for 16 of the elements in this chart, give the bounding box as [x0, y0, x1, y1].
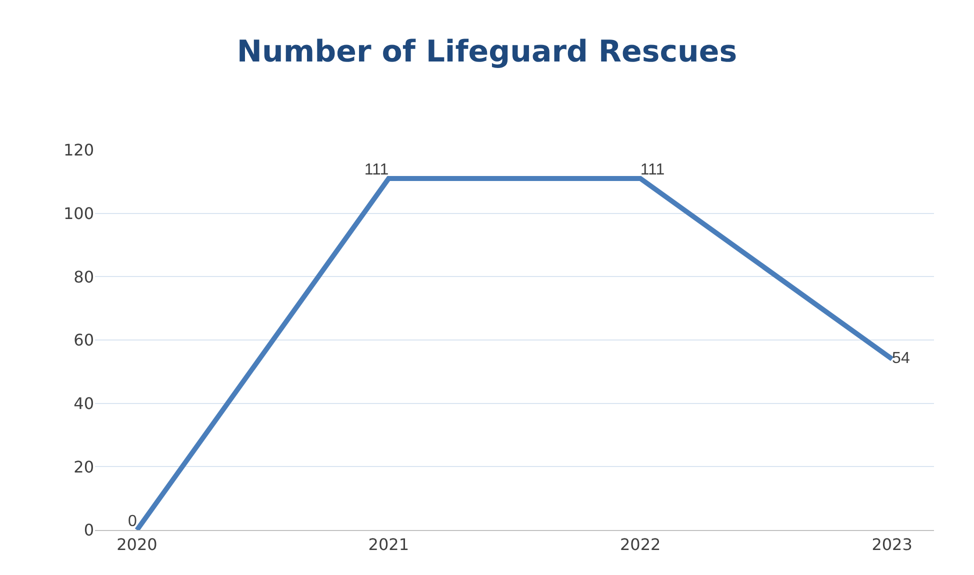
data-label: 54 [892, 350, 910, 367]
y-tick-label: 80 [74, 267, 94, 286]
data-label: 111 [364, 162, 389, 178]
data-label: 0 [128, 513, 138, 530]
y-tick-label: 20 [74, 457, 94, 476]
y-tick-label: 100 [63, 204, 94, 223]
y-tick-label: 120 [63, 140, 94, 160]
x-tick-label: 2022 [620, 535, 661, 554]
x-tick-label: 2020 [116, 535, 158, 554]
y-tick-label: 0 [84, 520, 94, 540]
y-tick-label: 60 [74, 330, 94, 350]
x-tick-label: 2023 [872, 535, 912, 554]
chart-title: Number of Lifeguard Rescues [236, 34, 738, 70]
y-tick-label: 40 [74, 394, 94, 413]
data-label: 111 [640, 162, 665, 178]
x-tick-label: 2021 [368, 535, 410, 554]
